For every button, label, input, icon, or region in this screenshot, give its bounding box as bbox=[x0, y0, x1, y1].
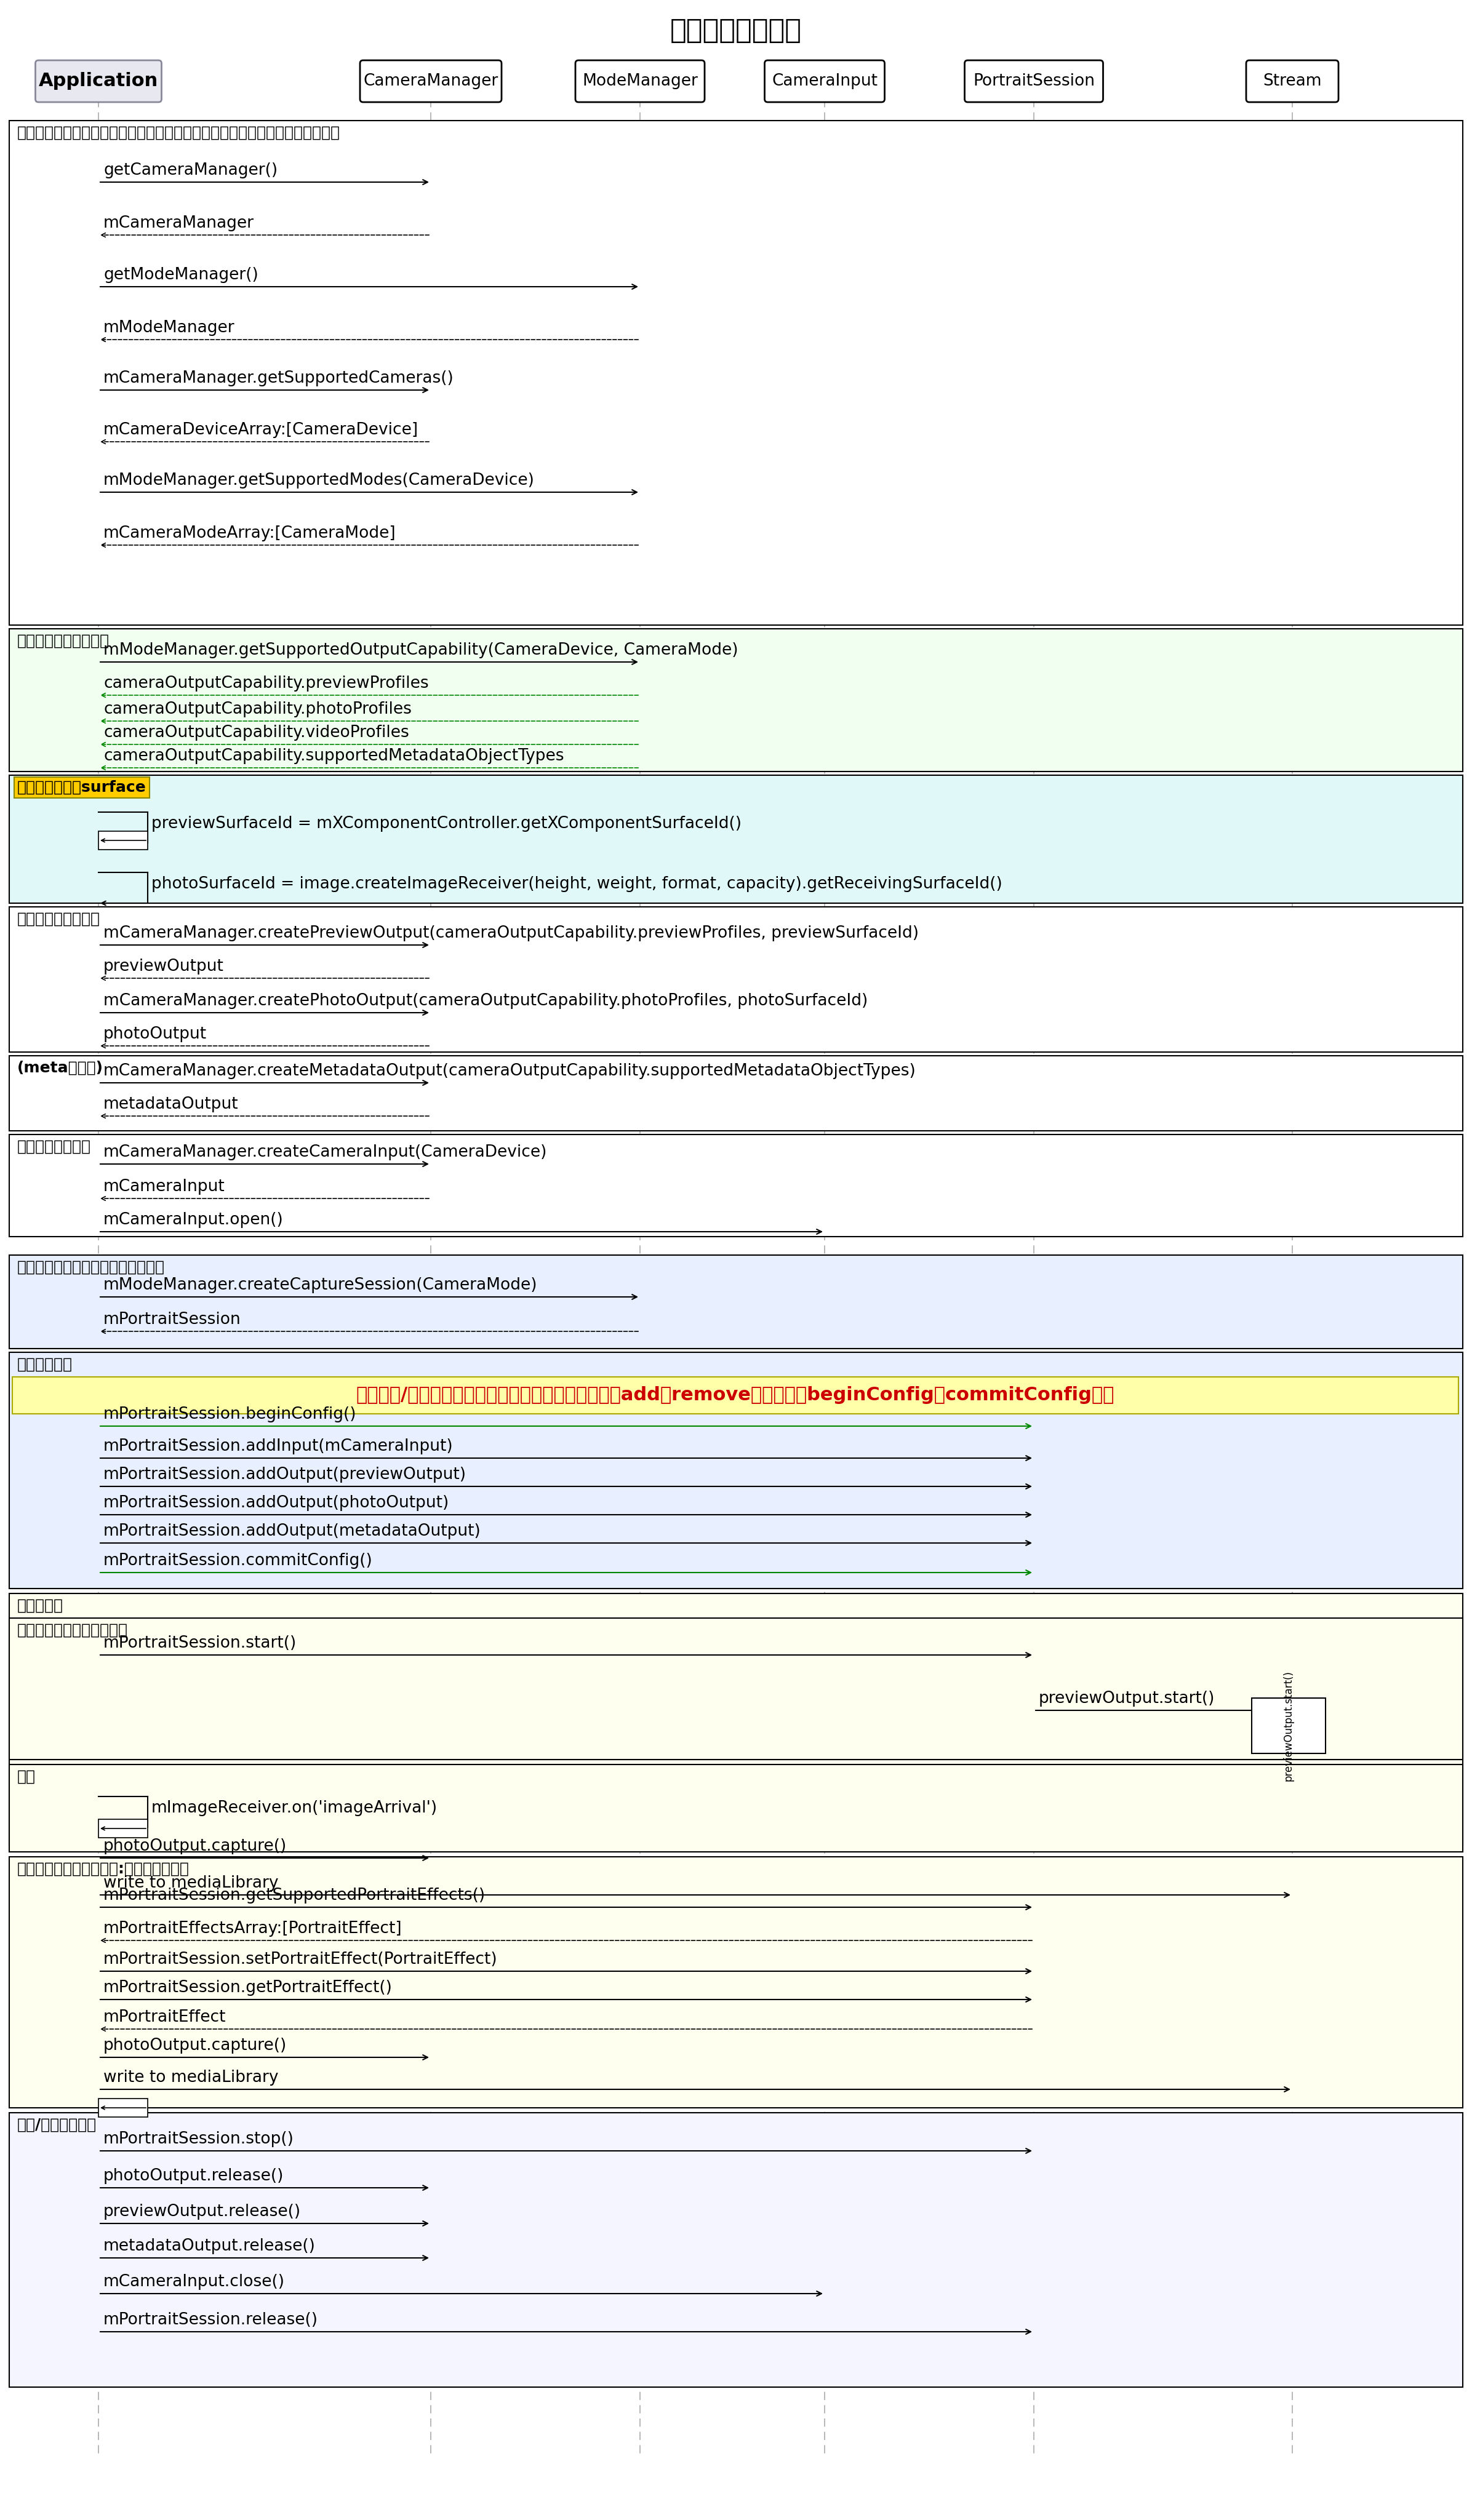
Text: Stream: Stream bbox=[1263, 73, 1322, 88]
FancyBboxPatch shape bbox=[1247, 60, 1338, 103]
Text: mPortraitSession.getSupportedPortraitEffects(): mPortraitSession.getSupportedPortraitEff… bbox=[103, 1887, 486, 1903]
Text: mCameraInput.close(): mCameraInput.close() bbox=[103, 2273, 286, 2291]
Text: mCameraManager.createPreviewOutput(cameraOutputCapability.previewProfiles, previ: mCameraManager.createPreviewOutput(camer… bbox=[103, 925, 919, 942]
Text: mCameraInput.open(): mCameraInput.open() bbox=[103, 1212, 284, 1227]
Bar bbox=[9, 2112, 1463, 2386]
Text: PortraitSession: PortraitSession bbox=[973, 73, 1095, 88]
Text: 获取相机模式输出能力: 获取相机模式输出能力 bbox=[18, 633, 109, 648]
Text: mPortraitSession.start(): mPortraitSession.start() bbox=[103, 1635, 297, 1651]
Text: 预览与拍照: 预览与拍照 bbox=[18, 1598, 63, 1613]
Text: mPortraitSession.setPortraitEffect(PortraitEffect): mPortraitSession.setPortraitEffect(Portr… bbox=[103, 1950, 498, 1968]
Text: photoOutput.capture(): photoOutput.capture() bbox=[103, 2039, 287, 2054]
Bar bbox=[99, 832, 147, 849]
Bar bbox=[9, 1056, 1463, 1131]
Text: mPortraitEffectsArray:[PortraitEffect]: mPortraitEffectsArray:[PortraitEffect] bbox=[103, 1920, 402, 1938]
Text: 人像模式拍照流程: 人像模式拍照流程 bbox=[670, 18, 802, 43]
Text: 设备/会话资源释放: 设备/会话资源释放 bbox=[18, 2117, 97, 2132]
Bar bbox=[12, 1376, 1459, 1414]
Bar bbox=[9, 1255, 1463, 1348]
Bar bbox=[9, 776, 1463, 902]
Text: mImageReceiver.on('imageArrival'): mImageReceiver.on('imageArrival') bbox=[152, 1799, 437, 1817]
Text: 会话准备：创建会话并配置输入输出: 会话准备：创建会话并配置输入输出 bbox=[18, 1260, 165, 1275]
Text: cameraOutputCapability.previewProfiles: cameraOutputCapability.previewProfiles bbox=[103, 675, 428, 690]
Text: mPortraitSession.addOutput(metadataOutput): mPortraitSession.addOutput(metadataOutpu… bbox=[103, 1522, 481, 1540]
Text: photoOutput: photoOutput bbox=[103, 1026, 208, 1043]
Text: 启动会话，默认开启预览流: 启动会话，默认开启预览流 bbox=[18, 1623, 128, 1638]
Text: photoOutput.capture(): photoOutput.capture() bbox=[103, 1837, 287, 1855]
Text: photoOutput.release(): photoOutput.release() bbox=[103, 2167, 284, 2185]
Text: CameraManager: CameraManager bbox=[364, 73, 498, 88]
Text: mPortraitSession.addInput(mCameraInput): mPortraitSession.addInput(mCameraInput) bbox=[103, 1439, 453, 1454]
Bar bbox=[9, 907, 1463, 1051]
Text: mPortraitSession.release(): mPortraitSession.release() bbox=[103, 2311, 318, 2328]
Text: write to mediaLibrary: write to mediaLibrary bbox=[103, 2069, 278, 2087]
Text: mPortraitSession: mPortraitSession bbox=[103, 1313, 241, 1328]
Text: photoSurfaceId = image.createImageReceiver(height, weight, format, capacity).get: photoSurfaceId = image.createImageReceiv… bbox=[152, 877, 1002, 892]
Text: 基础准备：获取相机管理对象、模式化管理对象以及设备对象、模式、输出能力: 基础准备：获取相机管理对象、模式化管理对象以及设备对象、模式、输出能力 bbox=[18, 126, 340, 141]
Text: mModeManager: mModeManager bbox=[103, 320, 236, 335]
Text: ModeManager: ModeManager bbox=[583, 73, 698, 88]
Text: mPortraitSession.addOutput(previewOutput): mPortraitSession.addOutput(previewOutput… bbox=[103, 1467, 467, 1482]
Text: mModeManager.getSupportedOutputCapability(CameraDevice, CameraMode): mModeManager.getSupportedOutputCapabilit… bbox=[103, 643, 737, 658]
Bar bbox=[99, 1819, 147, 1837]
Text: mPortraitSession.commitConfig(): mPortraitSession.commitConfig() bbox=[103, 1552, 372, 1570]
Text: 申请预览与拍照surface: 申请预览与拍照surface bbox=[18, 781, 146, 794]
Text: mModeManager.createCaptureSession(CameraMode): mModeManager.createCaptureSession(Camera… bbox=[103, 1278, 537, 1293]
Text: write to mediaLibrary: write to mediaLibrary bbox=[103, 1875, 278, 1890]
Bar bbox=[9, 1353, 1463, 1588]
Bar bbox=[9, 1593, 1463, 1845]
Text: getModeManager(): getModeManager() bbox=[103, 267, 258, 282]
Text: (meta流可选): (meta流可选) bbox=[18, 1061, 103, 1076]
Text: Application: Application bbox=[38, 73, 158, 91]
Text: mCameraManager.createMetadataOutput(cameraOutputCapability.supportedMetadataObje: mCameraManager.createMetadataOutput(came… bbox=[103, 1063, 916, 1079]
Text: mCameraManager.createCameraInput(CameraDevice): mCameraManager.createCameraInput(CameraD… bbox=[103, 1144, 548, 1159]
Text: mCameraManager.getSupportedCameras(): mCameraManager.getSupportedCameras() bbox=[103, 370, 453, 386]
FancyBboxPatch shape bbox=[361, 60, 502, 103]
Text: previewOutput.start(): previewOutput.start() bbox=[1039, 1691, 1214, 1706]
Text: metadataOutput: metadataOutput bbox=[103, 1096, 238, 1111]
Text: mPortraitEffect: mPortraitEffect bbox=[103, 2008, 227, 2026]
Text: previewOutput.start(): previewOutput.start() bbox=[1284, 1671, 1294, 1782]
Bar bbox=[9, 1764, 1463, 1852]
Bar bbox=[9, 1134, 1463, 1237]
Text: 创建预览流与拍照流: 创建预览流与拍照流 bbox=[18, 912, 100, 927]
Text: mCameraManager.createPhotoOutput(cameraOutputCapability.photoProfiles, photoSurf: mCameraManager.createPhotoOutput(cameraO… bbox=[103, 993, 868, 1008]
Text: cameraOutputCapability.videoProfiles: cameraOutputCapability.videoProfiles bbox=[103, 726, 409, 741]
FancyBboxPatch shape bbox=[764, 60, 885, 103]
FancyBboxPatch shape bbox=[35, 60, 162, 103]
Text: getCameraManager(): getCameraManager() bbox=[103, 161, 278, 179]
Text: mPortraitSession.addOutput(photoOutput): mPortraitSession.addOutput(photoOutput) bbox=[103, 1494, 449, 1512]
Text: CameraInput: CameraInput bbox=[771, 73, 877, 88]
Bar bbox=[1251, 1698, 1326, 1754]
Bar bbox=[9, 121, 1463, 625]
FancyBboxPatch shape bbox=[576, 60, 705, 103]
Text: previewSurfaceId = mXComponentController.getXComponentSurfaceId(): previewSurfaceId = mXComponentController… bbox=[152, 816, 742, 832]
Bar bbox=[99, 2099, 147, 2117]
Text: mCameraManager: mCameraManager bbox=[103, 214, 255, 232]
Bar bbox=[9, 1618, 1463, 1759]
Text: 添加输入输出: 添加输入输出 bbox=[18, 1358, 72, 1371]
Text: 创建相机设备输入: 创建相机设备输入 bbox=[18, 1139, 91, 1154]
Bar bbox=[9, 1857, 1463, 2107]
Text: cameraOutputCapability.supportedMetadataObjectTypes: cameraOutputCapability.supportedMetadata… bbox=[103, 748, 564, 764]
Text: 拍照: 拍照 bbox=[18, 1769, 35, 1784]
Text: previewOutput: previewOutput bbox=[103, 958, 224, 975]
Bar bbox=[9, 630, 1463, 771]
Text: mPortraitSession.getPortraitEffect(): mPortraitSession.getPortraitEffect() bbox=[103, 1981, 393, 1996]
Text: mPortraitSession.beginConfig(): mPortraitSession.beginConfig() bbox=[103, 1406, 356, 1421]
Text: 设置拍照参数配置（举例:人像效果参数）: 设置拍照参数配置（举例:人像效果参数） bbox=[18, 1862, 190, 1877]
Text: mPortraitSession.stop(): mPortraitSession.stop() bbox=[103, 2132, 294, 2147]
Text: mModeManager.getSupportedModes(CameraDevice): mModeManager.getSupportedModes(CameraDev… bbox=[103, 474, 534, 489]
Text: mCameraInput: mCameraInput bbox=[103, 1179, 225, 1194]
FancyBboxPatch shape bbox=[964, 60, 1103, 103]
Text: cameraOutputCapability.photoProfiles: cameraOutputCapability.photoProfiles bbox=[103, 701, 412, 718]
Text: mCameraModeArray:[CameraMode]: mCameraModeArray:[CameraMode] bbox=[103, 524, 396, 542]
Text: metadataOutput.release(): metadataOutput.release() bbox=[103, 2238, 315, 2255]
Text: 每次添加/移除输入输出时，均需要重新进行配置，即add、remove操作均需在beginConfig与commitConfig之间: 每次添加/移除输入输出时，均需要重新进行配置，即add、remove操作均需在b… bbox=[356, 1386, 1114, 1404]
Text: mCameraDeviceArray:[CameraDevice]: mCameraDeviceArray:[CameraDevice] bbox=[103, 421, 418, 438]
Text: previewOutput.release(): previewOutput.release() bbox=[103, 2205, 300, 2220]
